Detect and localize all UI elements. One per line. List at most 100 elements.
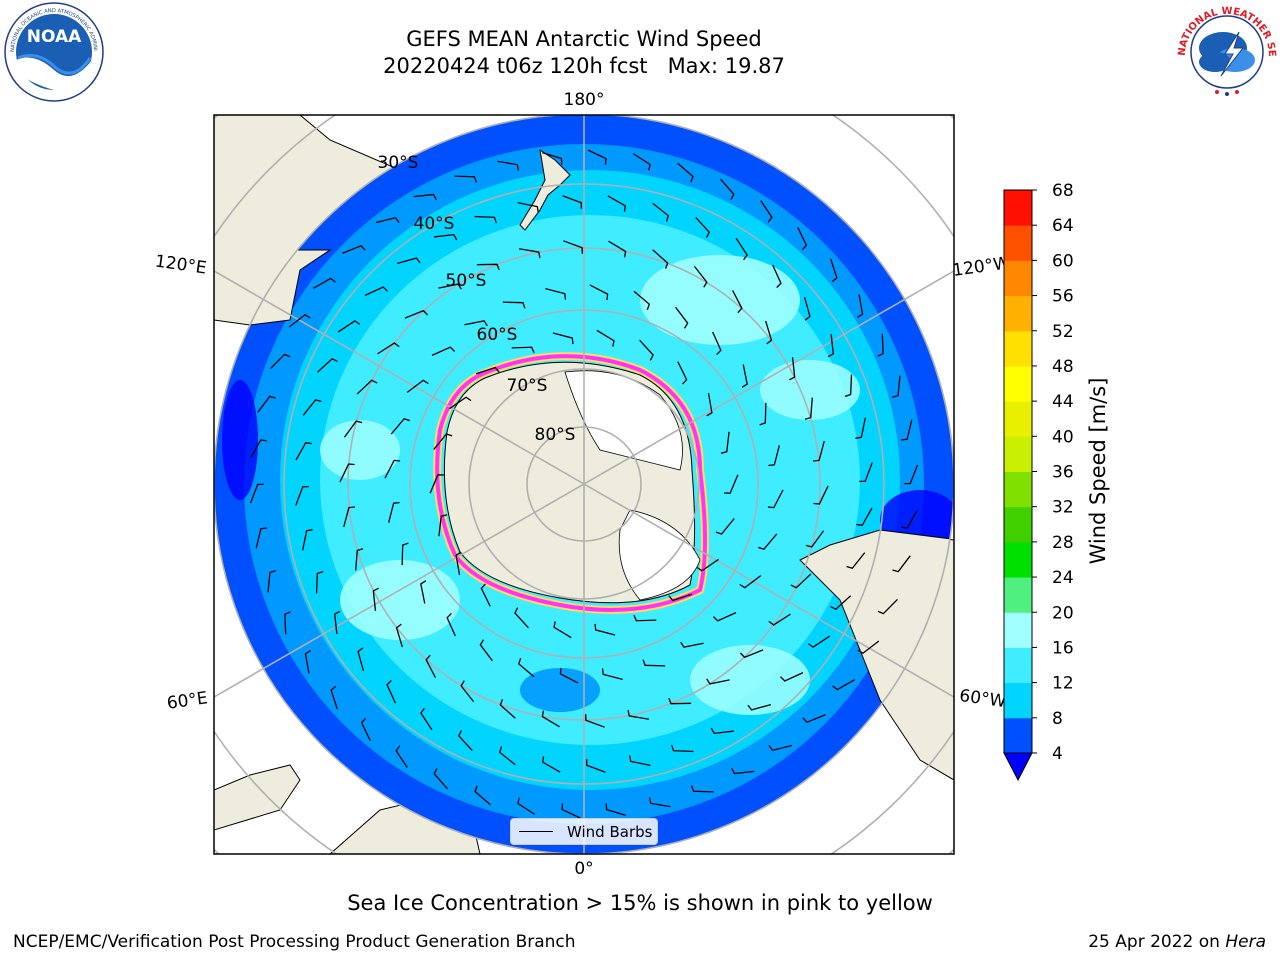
- colorbar-segment: [1004, 717, 1032, 754]
- wind-barb: [805, 530, 825, 548]
- wind-barb: [901, 510, 918, 529]
- wind-barb: [589, 284, 609, 301]
- colorbar-tick-label: 36: [1052, 463, 1074, 483]
- colorbar-tick-label: 32: [1052, 498, 1074, 518]
- wind-barb: [804, 397, 813, 420]
- wind-barb: [901, 419, 913, 441]
- wind-barb: [511, 346, 535, 354]
- weddell-ice-shelf: [618, 509, 701, 601]
- wind-barb: [360, 717, 371, 741]
- colorbar-segment: [1004, 365, 1032, 402]
- wind-barb: [295, 441, 312, 461]
- wind-barb: [830, 595, 852, 611]
- wind-barb: [313, 277, 336, 289]
- wind-barb: [333, 610, 341, 635]
- colorbar-tick-label: 68: [1052, 181, 1074, 201]
- wind-barb: [724, 474, 739, 494]
- lat-label-50s: 50°S: [446, 271, 487, 291]
- colorbar-tick-label: 44: [1052, 392, 1074, 412]
- wind-barb: [780, 672, 804, 682]
- wind-barb: [464, 320, 488, 327]
- wind-barb: [255, 527, 267, 549]
- wind-barb: [270, 353, 291, 370]
- wind-barb: [339, 463, 355, 483]
- wind-barb: [420, 707, 433, 731]
- wind-barb: [395, 745, 408, 768]
- wind-barb: [648, 797, 671, 808]
- wind-barb: [552, 332, 574, 345]
- legend: Wind Barbs: [510, 818, 658, 845]
- wind-barb: [518, 248, 541, 259]
- madagascar-land: [214, 764, 301, 831]
- wind-barb: [388, 501, 400, 523]
- wind-barb: [807, 635, 831, 648]
- wind-barb: [372, 587, 379, 611]
- colorbar-tick-label: 4: [1052, 744, 1063, 764]
- wind-barb: [249, 483, 264, 504]
- colorbar-tick-label: 28: [1052, 533, 1074, 553]
- wind-barb: [514, 607, 529, 629]
- footer-credit: NCEP/EMC/Verification Post Processing Pr…: [13, 932, 576, 952]
- colorbar-segment: [1004, 612, 1032, 648]
- wind-barb: [607, 195, 627, 212]
- wind-barb: [892, 555, 911, 573]
- wind-barb: [767, 489, 784, 509]
- wind-barb: [832, 679, 855, 691]
- lon-label-60e: 60°E: [166, 688, 209, 713]
- wind-barb: [499, 699, 516, 719]
- wind-barb: [497, 160, 520, 171]
- wind-barb: [856, 507, 873, 527]
- wind-barb: [343, 420, 363, 438]
- wind-barb: [355, 548, 364, 571]
- wind-barb: [720, 431, 730, 454]
- wind-barb: [474, 785, 491, 806]
- wind-barb: [433, 233, 458, 241]
- wind-barb: [712, 331, 722, 356]
- wind-barb: [768, 744, 792, 752]
- wind-barb: [695, 216, 711, 238]
- wind-barb: [605, 803, 626, 817]
- colorbar-segment: [1004, 330, 1032, 367]
- wind-barb: [342, 245, 366, 254]
- wind-barb: [768, 613, 791, 626]
- colorbar-tick-label: 8: [1052, 709, 1063, 729]
- wind-barb: [813, 485, 829, 505]
- wind-barb: [502, 301, 526, 309]
- wind-barb: [715, 518, 735, 535]
- wind-barb: [438, 514, 448, 537]
- wind-barb: [642, 659, 666, 667]
- wind-barb: [803, 297, 811, 321]
- colorbar-tick-label: 60: [1052, 251, 1074, 271]
- wind-barbs: [249, 149, 919, 819]
- wind-barb: [357, 647, 365, 671]
- wind-barb: [759, 402, 767, 426]
- wind-barb: [479, 639, 493, 662]
- wind-barb: [330, 685, 338, 710]
- colorbar-segment: [1004, 401, 1032, 437]
- lon-label-120e: 120°E: [154, 252, 208, 279]
- wind-barb: [474, 215, 498, 224]
- wind-barb: [413, 193, 437, 201]
- wind-barb: [789, 357, 796, 381]
- wind-barb: [830, 258, 838, 283]
- wind-barb: [284, 611, 291, 635]
- wind-barb: [420, 580, 427, 604]
- wind-barb: [406, 379, 429, 393]
- wind-barb: [585, 714, 605, 728]
- colorbar-tick-label: 48: [1052, 357, 1074, 377]
- noaa-logo: NOAA NATIONAL OCEANIC AND ATMOSPHERIC AD…: [4, 2, 104, 102]
- lat-label-40s: 40°S: [414, 214, 455, 234]
- wind-barb: [517, 657, 535, 678]
- wind-barb: [731, 767, 755, 775]
- lat-label-60s: 60°S: [477, 325, 518, 345]
- wind-barb: [639, 339, 654, 361]
- wind-barb: [633, 290, 651, 311]
- wind-barb: [449, 396, 472, 410]
- wind-barb: [562, 195, 582, 209]
- footer-machine: Hera: [1225, 932, 1266, 952]
- lon-label-120w: 120°W: [951, 253, 1011, 281]
- wind-barb: [316, 357, 338, 373]
- colorbar-tick-label: 12: [1052, 674, 1074, 694]
- wind-barb: [517, 797, 536, 815]
- wind-barb: [892, 375, 901, 398]
